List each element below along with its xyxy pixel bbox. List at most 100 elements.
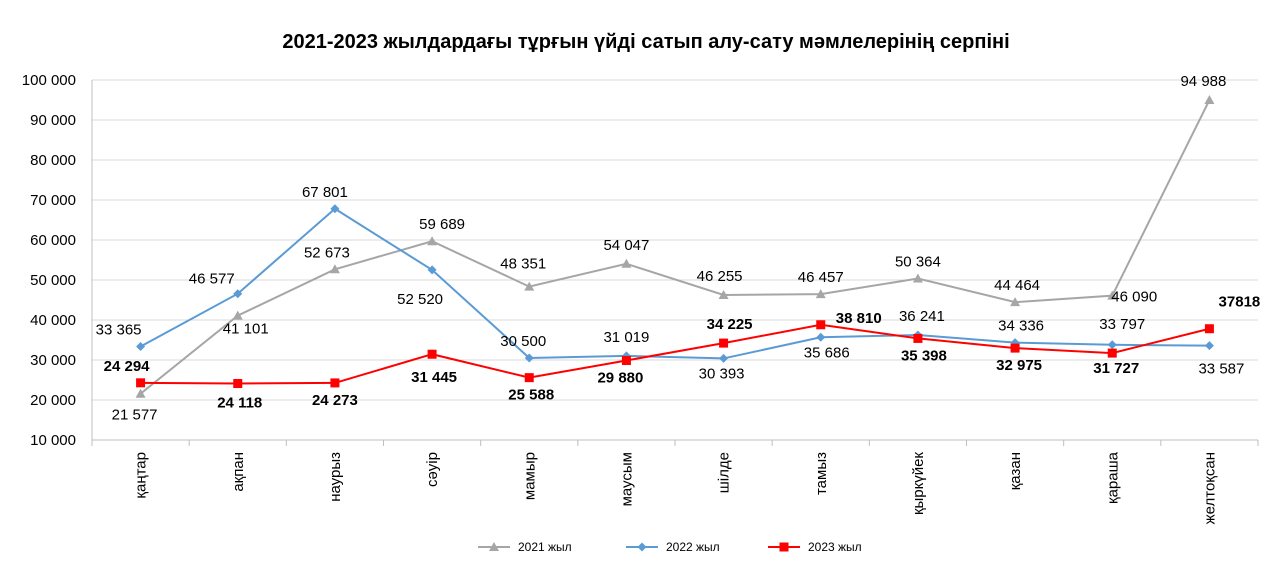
data-label-2021: 46 457 <box>798 269 844 286</box>
data-label-2023: 35 398 <box>901 347 947 364</box>
legend-swatch-marker <box>779 542 789 552</box>
data-label-2023: 32 975 <box>996 357 1042 374</box>
gridlines <box>92 79 1258 441</box>
legend: 2021 жыл 2022 жыл 2023 жыл <box>478 540 862 554</box>
axes <box>91 80 1259 446</box>
data-label-2022: 33 587 <box>1198 361 1244 378</box>
series-lines <box>135 95 1215 398</box>
data-label-2022: 30 500 <box>500 333 546 350</box>
data-point-2021 <box>1107 290 1118 300</box>
data-label-2022: 36 241 <box>899 308 945 325</box>
legend-swatch-marker <box>489 542 499 551</box>
data-point-2022 <box>136 342 146 352</box>
data-point-2022 <box>816 332 826 342</box>
chart-title: 2021-2023 жылдардағы тұрғын үйді сатып а… <box>282 31 1009 53</box>
y-tick-label: 50 000 <box>30 272 76 289</box>
data-point-2021 <box>1204 95 1215 105</box>
data-point-2023 <box>1204 324 1214 334</box>
data-point-2022 <box>1107 340 1117 350</box>
data-point-2021 <box>329 264 340 274</box>
y-tick-label: 100 000 <box>22 72 76 89</box>
data-label-2021: 52 673 <box>304 244 350 261</box>
x-axis-tick-labels: қаңтар ақпан наурыз сәуір мамыр маусым шілде та… <box>133 451 1219 524</box>
series-line-2021 <box>139 99 1211 395</box>
legend-label-2021: 2021 жыл <box>518 540 572 554</box>
data-point-2021 <box>524 281 535 291</box>
data-point-2023 <box>136 378 146 388</box>
data-point-2023 <box>330 378 340 388</box>
x-tick-label: маусым <box>618 452 635 506</box>
series-line-2023 <box>140 323 1210 385</box>
y-tick-label: 90 000 <box>30 112 76 129</box>
data-label-2022: 30 393 <box>699 365 745 382</box>
data-point-2021 <box>815 289 826 299</box>
x-tick-label: қыркүйек <box>910 452 927 515</box>
data-label-2021: 94 988 <box>1180 73 1226 90</box>
y-tick-label: 10 000 <box>30 432 76 449</box>
y-tick-label: 30 000 <box>30 352 76 369</box>
data-label-2023: 31 445 <box>411 369 457 386</box>
data-point-2021 <box>427 236 438 246</box>
data-point-2023 <box>621 355 631 365</box>
x-tick-label: тамыз <box>813 452 830 495</box>
data-label-2023: 37818 <box>1219 294 1261 311</box>
x-tick-label: мамыр <box>521 452 538 500</box>
data-label-2021: 46 255 <box>697 268 743 285</box>
data-label-2022: 33 797 <box>1099 316 1145 333</box>
x-tick-label: шілде <box>716 452 733 493</box>
data-label-2023: 24 273 <box>312 392 358 409</box>
data-label-2022: 35 686 <box>804 344 850 361</box>
data-point-2023 <box>524 373 534 383</box>
x-tick-label: қаңтар <box>133 452 150 499</box>
y-tick-label: 20 000 <box>30 392 76 409</box>
data-point-2021 <box>912 273 923 283</box>
x-tick-label: қазан <box>1007 452 1024 490</box>
y-tick-label: 80 000 <box>30 152 76 169</box>
data-point-2021 <box>135 388 146 398</box>
data-labels: 21 577 41 101 52 673 59 689 48 351 54 047 46 2… <box>96 73 1261 424</box>
data-label-2022: 46 577 <box>189 271 235 288</box>
data-point-2022 <box>1204 341 1214 351</box>
series-line-2022 <box>140 207 1210 360</box>
data-point-2021 <box>621 258 632 268</box>
data-label-2022: 67 801 <box>302 184 348 201</box>
data-point-2021 <box>232 310 243 320</box>
legend-label-2022: 2022 жыл <box>666 540 720 554</box>
x-tick-label: қараша <box>1104 451 1121 504</box>
data-point-2022 <box>427 265 437 275</box>
data-point-2022 <box>719 353 729 363</box>
data-point-2021 <box>718 289 729 299</box>
y-tick-label: 60 000 <box>30 232 76 249</box>
data-point-2023 <box>427 349 437 359</box>
data-label-2022: 52 520 <box>397 291 443 308</box>
y-tick-label: 40 000 <box>30 312 76 329</box>
data-label-2022: 34 336 <box>998 318 1044 335</box>
data-label-2021: 50 364 <box>895 254 941 271</box>
x-tick-label: ақпан <box>230 452 247 492</box>
data-label-2023: 38 810 <box>836 310 882 327</box>
data-point-2023 <box>816 320 826 330</box>
data-label-2021: 54 047 <box>603 237 649 254</box>
legend-swatch-marker <box>637 542 647 552</box>
data-label-2021: 41 101 <box>223 321 269 338</box>
y-axis-tick-labels: 10 000 20 000 30 000 40 000 50 000 60 000 70 0… <box>22 72 76 449</box>
data-label-2022: 33 365 <box>96 322 142 339</box>
data-point-2023 <box>913 333 923 343</box>
data-point-2023 <box>719 338 729 348</box>
data-label-2023: 25 588 <box>508 387 554 404</box>
data-point-2023 <box>1107 348 1117 358</box>
x-tick-label: наурыз <box>327 452 344 502</box>
data-point-2022 <box>330 204 340 214</box>
data-label-2023: 24 118 <box>217 395 262 412</box>
data-label-2023: 31 727 <box>1093 360 1139 377</box>
x-tick-label: желтоқсан <box>1201 452 1218 524</box>
y-tick-label: 70 000 <box>30 192 76 209</box>
data-point-2021 <box>1010 297 1021 307</box>
data-label-2023: 24 294 <box>104 358 151 375</box>
data-point-2022 <box>233 289 243 299</box>
data-point-2023 <box>233 379 243 389</box>
data-label-2023: 34 225 <box>707 316 753 333</box>
data-point-2022 <box>524 353 534 363</box>
